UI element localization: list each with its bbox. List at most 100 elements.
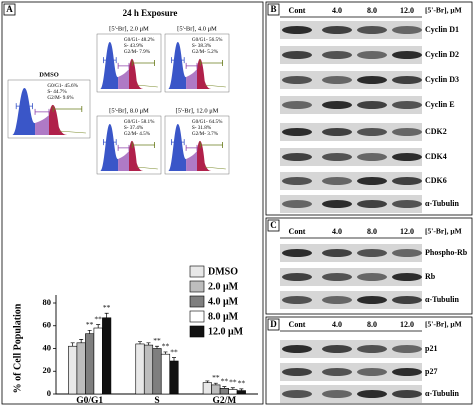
- column-header: 8.0: [367, 320, 377, 329]
- row-label: Cyclin D2: [425, 50, 459, 59]
- blot-band: [392, 296, 422, 304]
- row-label: Cyclin D3: [425, 75, 459, 84]
- significance: **: [229, 377, 237, 386]
- column-header: 8.0: [367, 227, 377, 236]
- error-bar: [213, 382, 218, 385]
- gate-bracket: [131, 142, 155, 148]
- row-label: Phospho-Rb: [425, 248, 468, 257]
- gate-bracket: [117, 62, 130, 69]
- histogram-stat: G2/M- 4.5%: [124, 131, 151, 137]
- bar: [228, 389, 238, 395]
- panel-frame: [265, 316, 473, 405]
- blot-band: [357, 390, 387, 398]
- significance: **: [221, 376, 229, 385]
- blot-band: [392, 51, 422, 59]
- unit-label: [5'-Br], μM: [425, 227, 462, 236]
- tail: [136, 84, 158, 88]
- panel-label: A: [6, 4, 13, 14]
- histogram-stat: G0/G1- 45.6%: [47, 83, 78, 89]
- panel-frame: [1, 1, 264, 405]
- bar: [93, 327, 103, 395]
- bar: [202, 382, 212, 395]
- bar: [211, 384, 221, 395]
- error-bar: [70, 342, 75, 347]
- histogram-stat: G2/M- 9.6%: [47, 95, 74, 101]
- histogram-stat: G0/G1- 64.5%: [192, 119, 223, 125]
- gate-bracket: [171, 57, 185, 64]
- histogram-stat: S- 37.4%: [124, 125, 144, 131]
- blot-band: [282, 153, 312, 161]
- gate-bracket: [34, 108, 50, 115]
- blot-band: [392, 273, 422, 281]
- column-header: 12.0: [400, 320, 414, 329]
- blot-band: [392, 128, 422, 136]
- g1-peak: [100, 124, 119, 171]
- blot-band: [322, 26, 352, 34]
- column-header: 4.0: [332, 6, 342, 15]
- s-phase: [186, 69, 197, 89]
- gate-bracket: [185, 144, 198, 151]
- blot-band: [357, 249, 387, 257]
- panel-label-box: [267, 318, 280, 331]
- tail: [204, 84, 226, 88]
- panel-label: C: [270, 220, 277, 230]
- column-header: 12.0: [400, 6, 414, 15]
- blot-band: [357, 200, 387, 208]
- histogram-stat: S- 31.8%: [192, 125, 212, 131]
- blot-band: [322, 368, 352, 376]
- blot-band: [357, 273, 387, 281]
- bar: [169, 360, 179, 395]
- blot-band: [322, 345, 352, 353]
- blot-band: [322, 101, 352, 109]
- error-bar: [172, 357, 176, 362]
- error-bar: [205, 380, 210, 383]
- legend-swatch: [189, 310, 205, 323]
- error-bar: [239, 388, 244, 391]
- s-phase: [186, 151, 197, 171]
- histogram-stat: S- 38.3%: [192, 43, 212, 49]
- column-header: Cont: [289, 227, 306, 236]
- bar: [102, 317, 112, 395]
- row-label: α-Tubulin: [425, 389, 460, 398]
- bar: [135, 343, 145, 395]
- g2-peak: [197, 58, 213, 89]
- column-header: Cont: [289, 6, 306, 15]
- gate-bracket: [199, 142, 223, 148]
- blot-band: [357, 296, 387, 304]
- blot-band: [392, 153, 422, 161]
- blot-band: [282, 368, 312, 376]
- histogram-label: [5'-Br], 8.0 μM: [109, 107, 149, 114]
- gate-bracket: [117, 144, 130, 151]
- blot-band: [282, 26, 312, 34]
- row-label: p21: [425, 344, 437, 353]
- blot-band: [357, 76, 387, 84]
- row-label: CDK6: [425, 176, 447, 185]
- bar: [85, 333, 95, 395]
- y-tick-label: 60: [43, 320, 52, 330]
- error-bar: [163, 351, 168, 355]
- y-tick-label: 20: [43, 365, 52, 375]
- legend-label: 4.0 μM: [208, 296, 239, 307]
- blot-band: [357, 26, 387, 34]
- significance: **: [103, 303, 111, 312]
- blot-band: [322, 177, 352, 185]
- blot-band: [322, 249, 352, 257]
- panel-frame: [265, 1, 473, 216]
- blot-band: [357, 153, 387, 161]
- blot-band: [282, 177, 312, 185]
- blot-band: [282, 273, 312, 281]
- histogram-stat: G2/M- 5.2%: [192, 49, 219, 55]
- blot-band: [282, 101, 312, 109]
- panel-title: 24 h Exposure: [123, 8, 178, 18]
- blot-band: [282, 390, 312, 398]
- bar: [76, 342, 86, 395]
- error-bar: [230, 387, 235, 390]
- y-tick-label: 80: [43, 297, 52, 307]
- s-phase: [118, 69, 129, 89]
- blot-band: [357, 345, 387, 353]
- panel-frame: [265, 217, 473, 315]
- g1-peak: [100, 42, 119, 89]
- histogram-stat: S- 44.7%: [47, 89, 67, 95]
- bar: [160, 353, 171, 395]
